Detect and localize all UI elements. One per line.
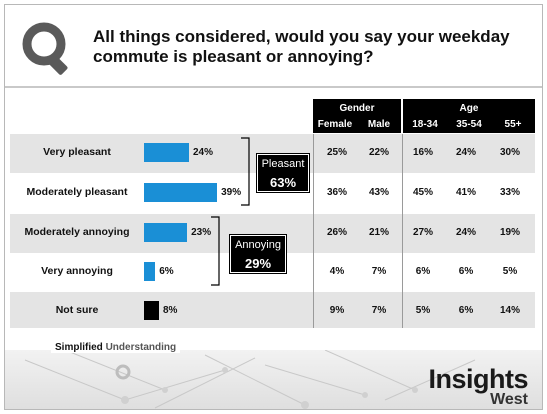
separator-gender (313, 134, 314, 328)
col-18-34: 18-34 (412, 119, 438, 130)
table-cell: 41% (455, 187, 476, 198)
brand-west: West (490, 391, 528, 408)
category-label: Very annoying (41, 265, 113, 277)
col-55-plus: 55+ (504, 119, 522, 130)
tagline-simplified: Simplified (55, 342, 103, 353)
table-cell: 21% (368, 227, 389, 238)
table-cell: 6% (415, 266, 431, 277)
row-band-5 (10, 292, 535, 328)
table-cell: 6% (458, 305, 474, 316)
bar-value-label: 6% (159, 266, 174, 277)
bar-value-label: 8% (163, 305, 178, 316)
table-cell: 45% (412, 187, 433, 198)
footer-band (5, 350, 542, 409)
category-label: Not sure (55, 304, 99, 316)
insights-west-logo: Insights West (428, 364, 528, 408)
table-cell: 36% (326, 187, 347, 198)
col-male: Male (367, 119, 391, 130)
table-cell: 24% (455, 227, 476, 238)
table-cell: 25% (326, 147, 347, 158)
category-label: Moderately pleasant (26, 186, 128, 198)
network-pattern-background (24, 350, 476, 409)
table-cell: 43% (368, 187, 389, 198)
header-divider (5, 86, 542, 88)
bar-value-label: 39% (221, 187, 242, 198)
table-cell: 14% (499, 305, 520, 316)
pleasant-group-label: Pleasant (261, 158, 305, 170)
age-group-label: Age (459, 103, 479, 114)
gender-group-label: Gender (339, 103, 375, 114)
gender-header: Gender Female Male (313, 99, 401, 133)
table-cell: 9% (329, 305, 345, 316)
table-cell: 33% (499, 187, 520, 198)
annoying-group-value: 29% (244, 256, 272, 271)
table-cell: 5% (502, 266, 518, 277)
bar (144, 223, 188, 242)
annoying-group-label: Annoying (235, 239, 281, 251)
bar-value-label: 24% (193, 147, 214, 158)
bar (144, 301, 159, 320)
pleasant-group-box: Pleasant 63% (256, 153, 310, 193)
col-35-54: 35-54 (456, 119, 482, 130)
table-cell: 5% (415, 305, 431, 316)
table-cell: 22% (368, 147, 389, 158)
bar (144, 183, 218, 202)
age-header: Age 18-34 35-54 55+ (403, 99, 535, 133)
table-cell: 6% (458, 266, 474, 277)
table-cell: 16% (412, 147, 433, 158)
footer-q-icon (115, 364, 131, 380)
tagline: Simplified Understanding (51, 342, 181, 353)
table-cell: 27% (412, 227, 433, 238)
table-cell: 26% (326, 227, 347, 238)
col-female: Female (317, 119, 353, 130)
pleasant-group-value: 63% (269, 175, 297, 190)
tagline-understanding: Understanding (105, 342, 177, 353)
table-cell: 24% (455, 147, 476, 158)
chart-title: All things considered, would you say you… (93, 27, 510, 66)
separator-age (402, 134, 403, 328)
annoying-group-box: Annoying 29% (229, 234, 287, 274)
table-cell: 7% (371, 305, 387, 316)
table-cell: 19% (499, 227, 520, 238)
category-label: Moderately annoying (24, 226, 130, 238)
slide-frame: All things considered, would you say you… (4, 4, 543, 410)
bar (144, 262, 156, 281)
category-label: Very pleasant (43, 146, 111, 158)
brand-insights: Insights (428, 364, 528, 394)
table-cell: 4% (329, 266, 345, 277)
magnifier-q-icon (22, 22, 68, 75)
table-cell: 30% (499, 147, 520, 158)
bar (144, 143, 189, 162)
bar-value-label: 23% (191, 227, 212, 238)
table-cell: 7% (371, 266, 387, 277)
